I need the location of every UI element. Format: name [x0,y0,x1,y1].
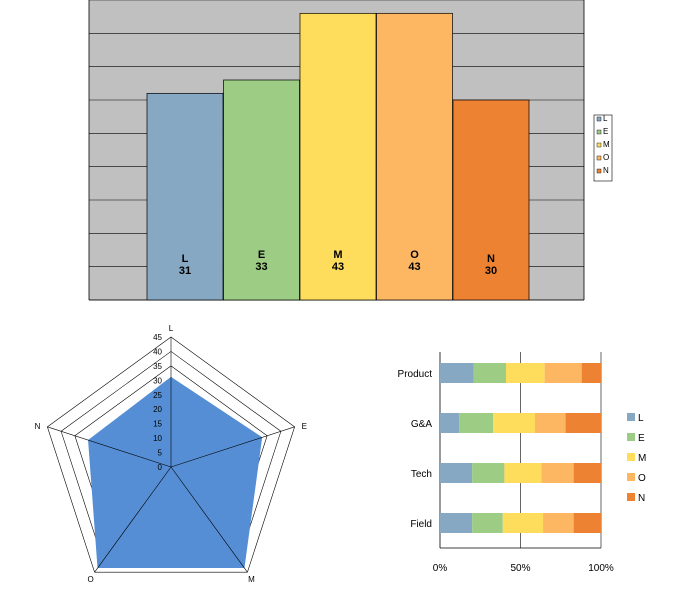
radar-tick-label: 5 [158,449,163,458]
radar-spoke [170,426,295,468]
bar-value-E: 33 [255,261,267,273]
legend-swatch-L [627,413,635,421]
radar-spoke [47,426,172,468]
legend-swatch-N [596,168,602,174]
radar-tick-label: 10 [153,434,162,443]
segment-Field-N [573,513,601,533]
legend-label-E: E [603,127,608,136]
legend-label-N: N [603,166,609,175]
bar-label-E: E [258,249,265,261]
bar-value-M: 43 [332,261,344,273]
x-tick-label: 50% [510,563,530,574]
segment-Field-O [543,513,574,533]
radar-spoke [94,466,172,573]
bar-O [376,12,453,301]
segment-Tech-E [472,463,505,483]
radar-spoke [170,466,248,573]
legend-label-M: M [603,140,610,149]
radar-chart: 0 5 10 15 20 25 30 35 40 45 L E M O N [35,324,307,584]
x-tick-label: 100% [588,563,614,574]
legend-swatch-O [596,155,602,161]
legend-swatch-E [596,129,602,135]
legend-swatch-L [596,116,602,122]
bar-value-O: 43 [408,261,420,273]
radar-tick-label: 40 [153,347,162,356]
segment-Tech-M [504,463,542,483]
legend-label-E: E [638,433,645,444]
legend-swatch-N [627,493,635,501]
segment-Product-L [440,363,474,383]
legend-label-L: L [603,114,608,123]
bar-label-L: L [182,253,189,265]
bar-value-L: 31 [179,265,191,277]
legend-swatch-E [627,433,635,441]
radar-tick-label: 25 [153,391,162,400]
category-label: G&A [411,419,432,430]
segment-Field-M [502,513,544,533]
legend-label-L: L [638,413,644,424]
legend-label-O: O [638,473,646,484]
radar-tick-label: 15 [153,420,162,429]
bar-label-M: M [333,249,342,261]
radar-tick-label: 45 [153,333,162,342]
radar-axis-label-E: E [302,422,307,431]
bar-N [452,99,530,301]
bar-value-N: 30 [485,265,497,277]
legend-label-O: O [603,153,609,162]
radar-tick-label: 30 [153,376,162,385]
segment-G&A-L [440,413,460,433]
category-label: Product [398,369,433,380]
radar-grid-ring [47,336,295,573]
segment-Field-L [440,513,473,533]
legend-swatch-M [596,142,602,148]
legend-label-N: N [638,493,645,504]
segment-Tech-L [440,463,473,483]
legend-label-M: M [638,453,646,464]
segment-Tech-N [573,463,601,483]
segment-Product-N [581,363,601,383]
segment-G&A-M [493,413,535,433]
radar-tick-label: 0 [158,463,163,472]
bar-M [299,12,377,301]
radar-axis-label-N: N [35,422,41,431]
segment-Tech-O [541,463,574,483]
segment-G&A-E [459,413,494,433]
radar-tick-label: 20 [153,405,162,414]
bar-L [146,92,224,301]
radar-axis-label-M: M [248,575,255,584]
category-label: Tech [411,469,432,480]
segment-Product-M [506,363,545,383]
radar-tick-label: 35 [153,362,162,371]
bar-label-O: O [410,249,419,261]
segment-G&A-N [565,413,601,433]
segment-Product-E [473,363,507,383]
segment-Product-O [544,363,582,383]
bar-label-N: N [487,253,495,265]
legend-swatch-O [627,473,635,481]
bar-E [223,79,300,301]
segment-Field-E [472,513,503,533]
segment-G&A-O [534,413,566,433]
x-tick-label: 0% [433,563,448,574]
radar-axis-label-L: L [169,324,174,333]
legend-swatch-M [627,453,635,461]
category-label: Field [410,519,432,530]
radar-axis-label-O: O [87,575,93,584]
